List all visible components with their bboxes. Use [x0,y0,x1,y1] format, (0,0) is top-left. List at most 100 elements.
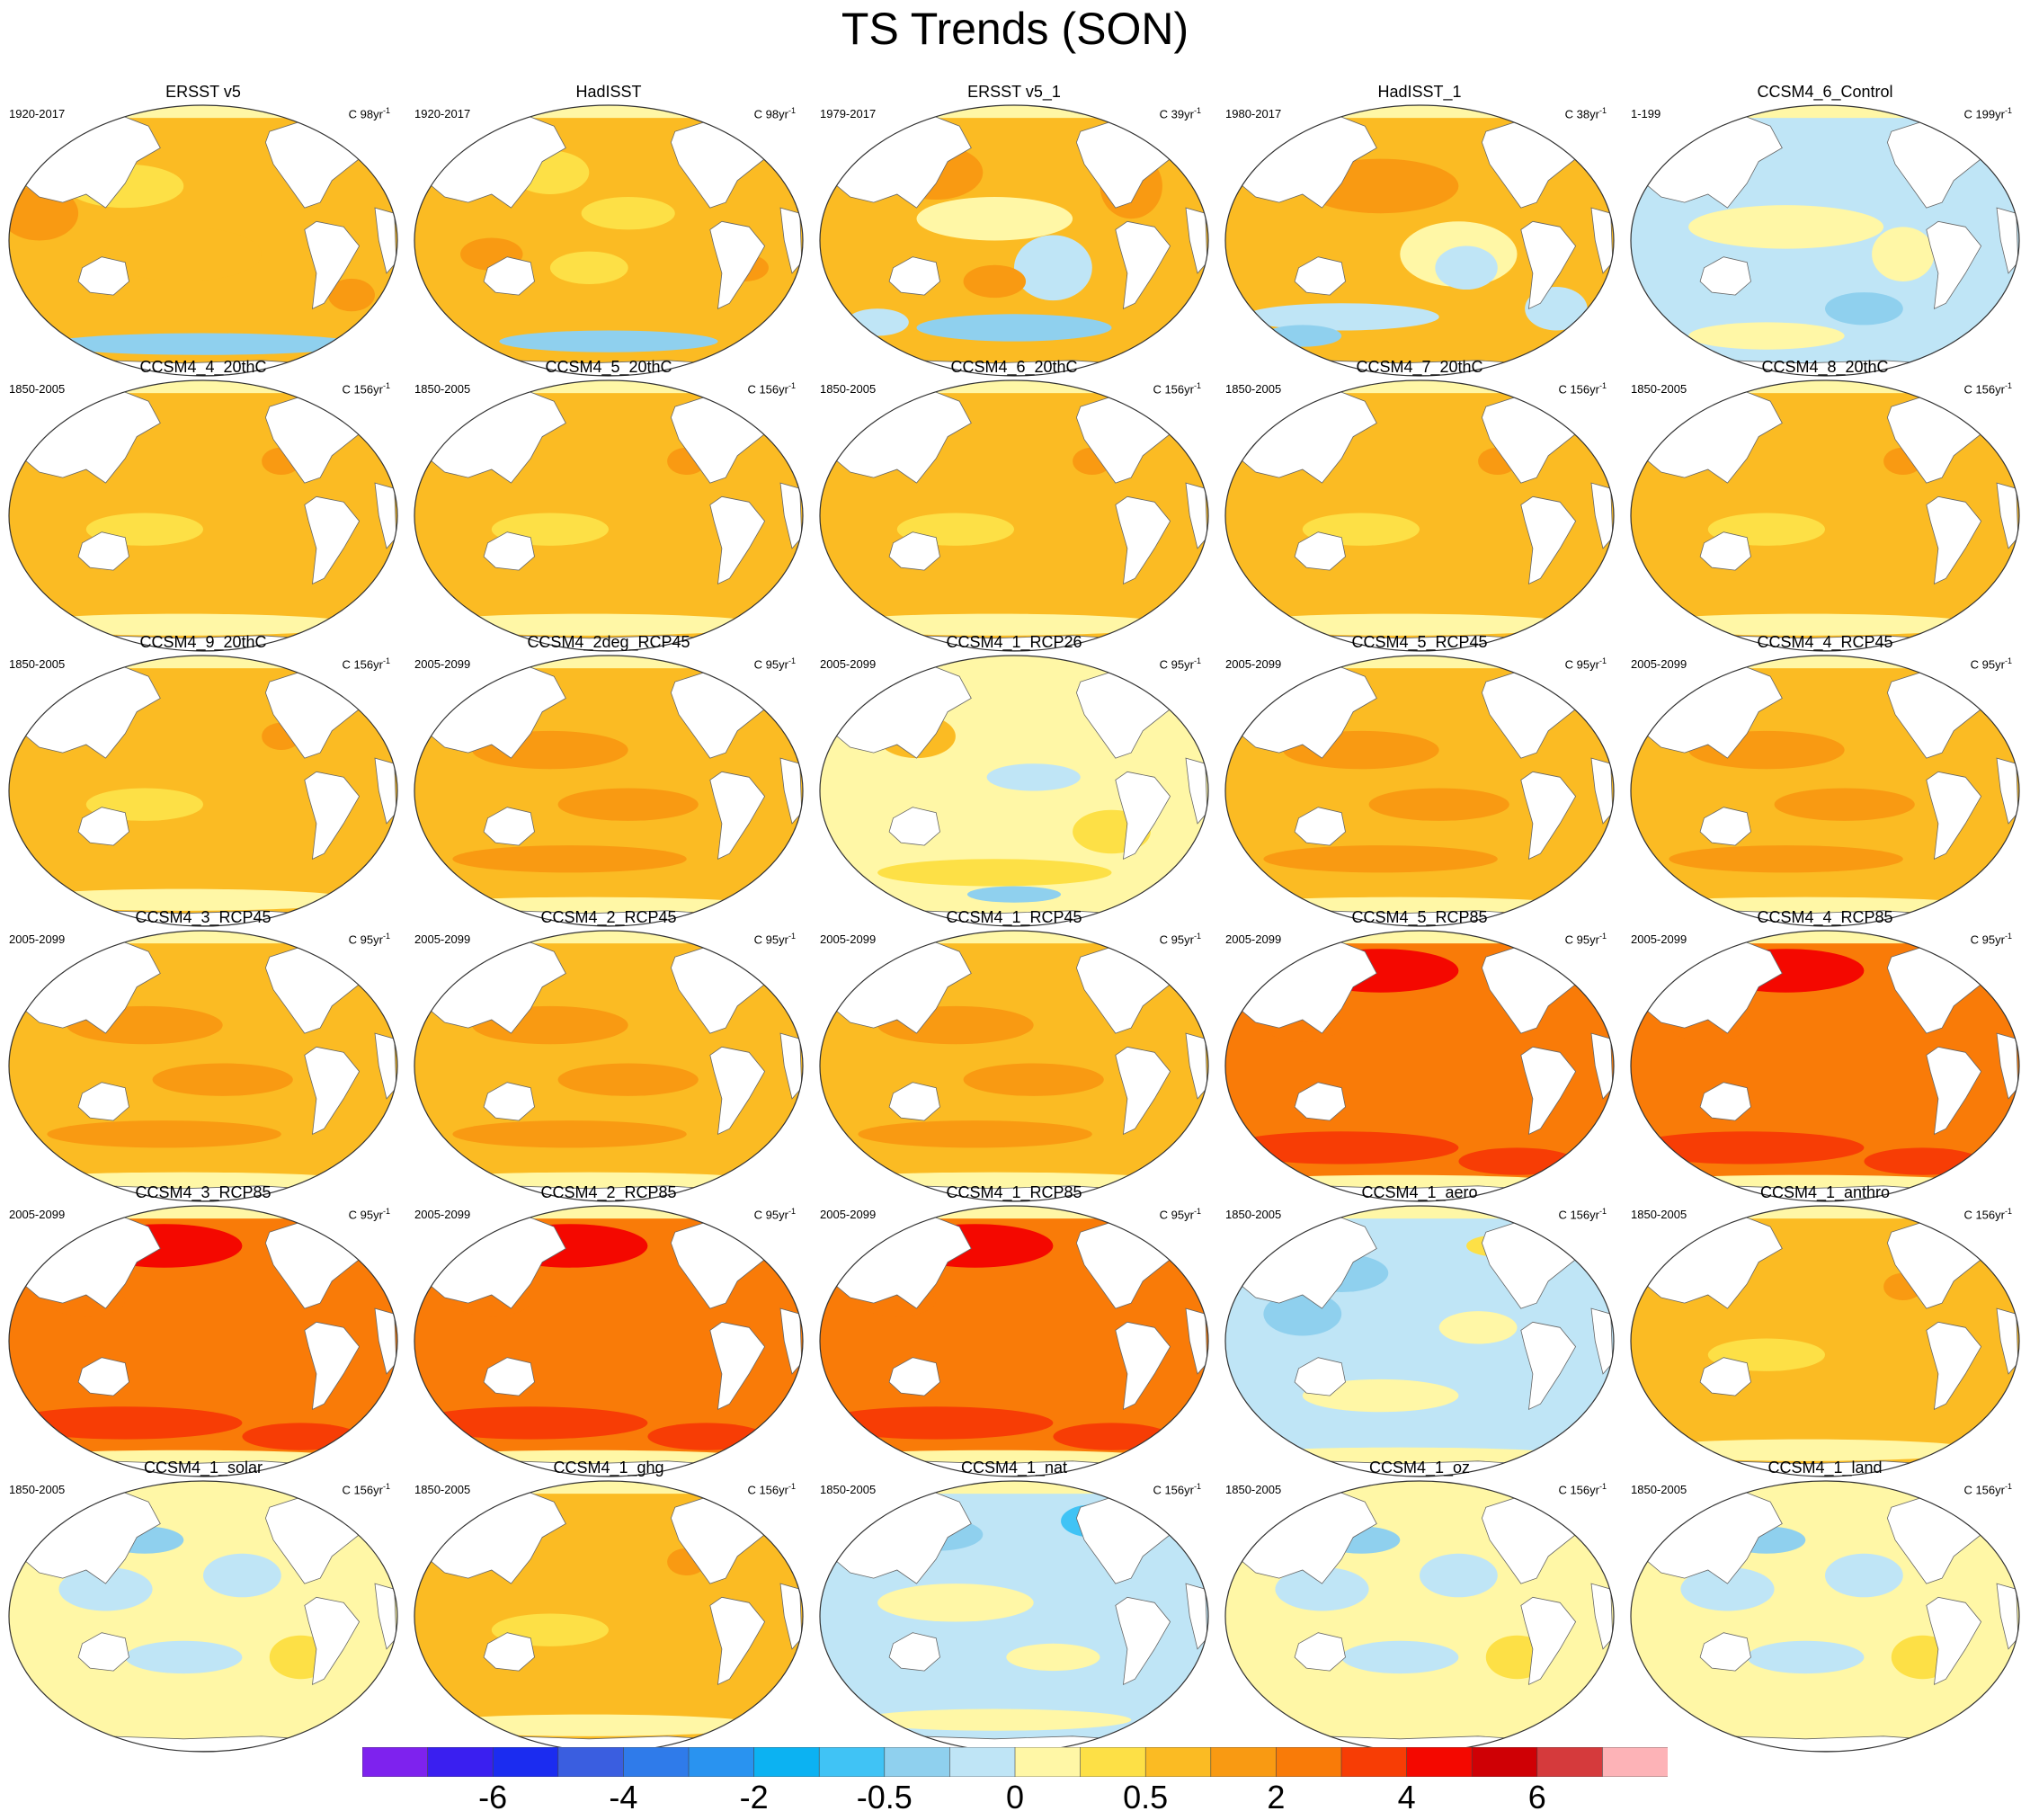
land-greenland [370,387,393,424]
units-suffix: yr [1589,1483,1599,1497]
land-australia [1294,1357,1346,1396]
units-prefix: C [342,1483,354,1497]
panel-title: CCSM4_1_anthro [1759,1183,1891,1201]
arctic-strip [1225,1481,1614,1494]
panel-title: CCSM4_4_RCP45 [1757,633,1893,651]
land-greenland [776,937,798,974]
units-years: 95 [1981,657,1996,672]
trend-region [47,1120,281,1148]
arctic-strip [9,105,397,119]
world-map [8,104,398,377]
panel-units: C 95yr-1 [349,929,390,947]
panel-title: CCSM4_2_RCP85 [540,1183,677,1201]
map-outline [819,930,1209,1202]
units-exponent: -1 [382,106,390,115]
land-southAmerica [1115,495,1171,584]
land-southAmerica [1926,1596,1982,1685]
units-exponent: -1 [1193,106,1201,115]
land-australia [483,531,535,571]
panel-period: 1850-2005 [1225,1208,1282,1221]
map-outline [1224,104,1615,377]
land-southAmerica [1520,1596,1577,1685]
world-map [1630,930,2020,1202]
trend-region [858,1120,1092,1148]
units-years: 95 [1171,657,1185,672]
land-southAmerica [709,220,766,309]
colorbar-swatch [1276,1747,1342,1777]
map-panel: CCSM4_1_oz 1850-2005 C 156yr-1 [1216,1376,1623,1753]
land-africa [779,757,803,825]
panel-units: C 95yr-1 [1160,929,1201,947]
trend-region [499,330,718,352]
map-outline [1224,655,1615,927]
units-prefix: C [1564,657,1577,672]
panel-period: 2005-2099 [820,657,877,671]
panel-title: CCSM4_2_RCP45 [540,908,677,926]
panel-period: 1850-2005 [9,382,66,396]
panel-period: 1850-2005 [1631,1483,1687,1496]
land-southAmerica [1115,1321,1171,1410]
units-years: 38 [1576,107,1590,121]
world-map [1224,1205,1615,1477]
land-southAmerica [304,1596,361,1685]
map-panel: CCSM4_1_nat 1850-2005 C 156yr-1 [811,1376,1217,1753]
trend-region [966,886,1062,903]
map-outline [1630,655,2020,927]
panel-period: 2005-2099 [820,932,877,946]
trend-region [203,1553,281,1598]
trend-region [1263,845,1498,873]
land-southAmerica [1926,495,1982,584]
world-map [1630,1205,2020,1477]
colorbar-swatch [623,1747,690,1777]
trend-region [1435,245,1498,290]
map-outline [1630,930,2020,1202]
land-southAmerica [304,495,361,584]
world-map [414,1480,804,1753]
map-panel: CCSM4_6_Control 1-199 C 199yr-1 [1622,0,2028,377]
units-years: 95 [360,1208,374,1222]
arctic-strip [414,1481,803,1494]
land-greenland [1587,1487,1609,1524]
land-greenland [1992,1212,2015,1249]
colorbar-swatch [688,1747,755,1777]
panel-title: CCSM4_1_aero [1361,1183,1478,1201]
units-prefix: C [348,107,361,121]
trend-region [916,314,1112,342]
trend-region [858,1708,1132,1731]
world-map [1224,379,1615,652]
arctic-strip [820,656,1208,669]
units-prefix: C [1564,932,1577,947]
panel-units: C 98yr-1 [349,103,390,121]
units-exponent: -1 [2004,932,2012,941]
trend-region [1368,788,1509,821]
panel-title: CCSM4_5_RCP45 [1351,633,1488,651]
world-map [414,1205,804,1477]
units-suffix: yr [1995,657,2005,672]
land-southAmerica [1926,220,1982,309]
panel-period: 1920-2017 [414,107,471,120]
units-exponent: -1 [1193,1482,1201,1491]
units-exponent: -1 [1598,656,1607,665]
colorbar-swatch [1014,1747,1082,1777]
units-suffix: yr [1995,932,2005,947]
arctic-strip [1631,1481,2019,1494]
panel-period: 1850-2005 [1631,382,1687,396]
arctic-strip [9,1206,397,1219]
units-years: 199 [1975,107,1996,121]
map-panel: CCSM4_1_RCP26 2005-2099 C 95yr-1 [811,550,1217,927]
units-prefix: C [1963,1483,1976,1497]
land-africa [1996,1307,2019,1375]
colorbar-swatch [884,1747,951,1777]
units-prefix: C [753,932,766,947]
units-exponent: -1 [788,381,796,390]
units-suffix: yr [1184,932,1194,947]
trend-region [1006,1643,1100,1672]
panel-title: HadISST [575,83,642,101]
units-exponent: -1 [788,1482,796,1491]
land-africa [374,1583,397,1650]
panel-units: C 95yr-1 [1971,929,2012,947]
map-panel: CCSM4_4_RCP45 2005-2099 C 95yr-1 [1622,550,2028,927]
map-panel: CCSM4_2_RCP45 2005-2099 C 95yr-1 [405,825,812,1202]
map-outline [1224,1205,1615,1477]
map-outline [819,1205,1209,1477]
